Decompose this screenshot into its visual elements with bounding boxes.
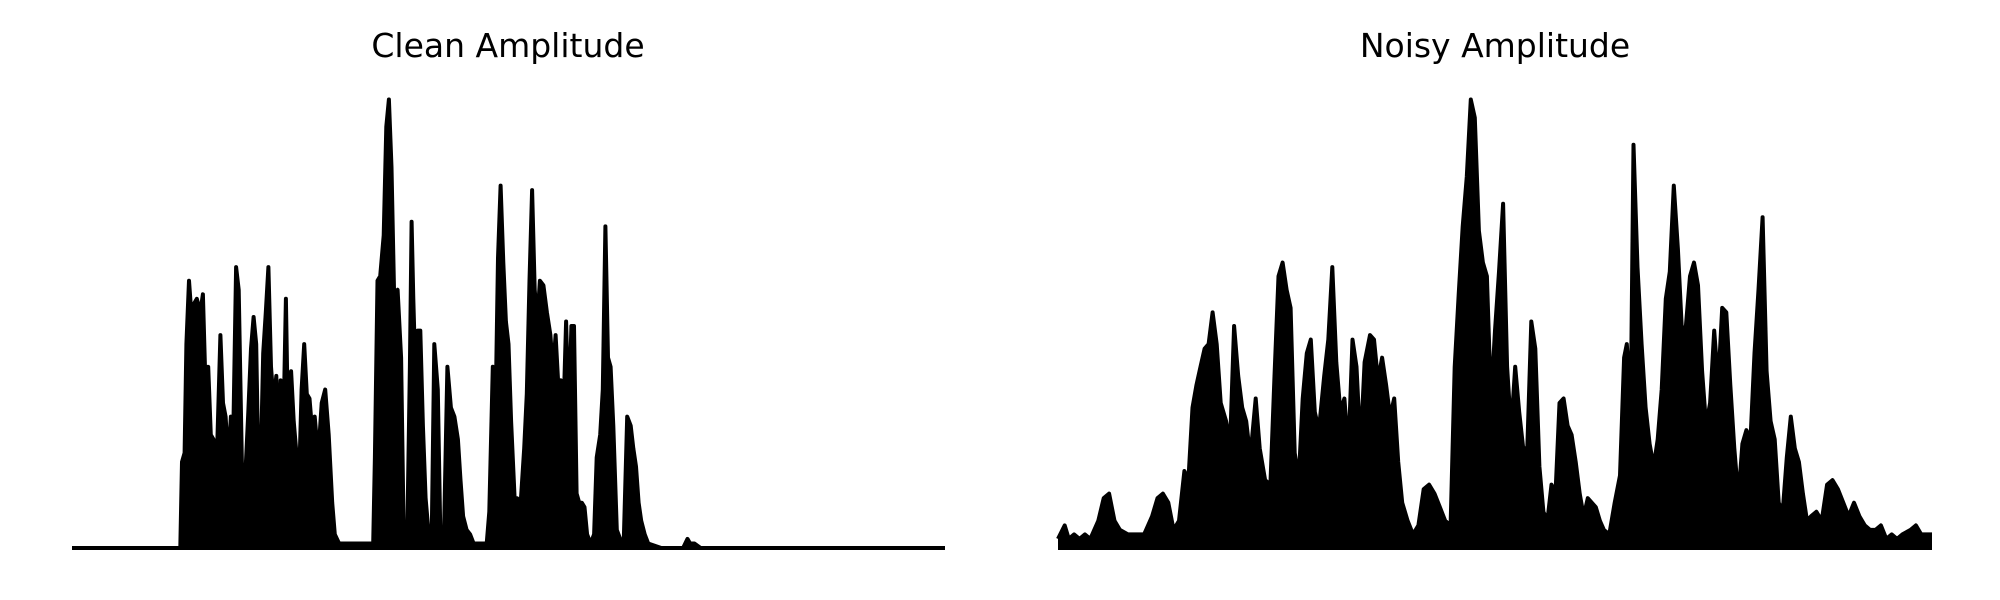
noisy-amplitude-outline bbox=[1056, 97, 1932, 541]
noisy-amplitude-panel: Noisy Amplitude bbox=[1056, 26, 1932, 550]
noisy-amplitude-title: Noisy Amplitude bbox=[1360, 26, 1630, 65]
noisy-amplitude-area bbox=[1058, 99, 1932, 548]
clean-amplitude-outline bbox=[72, 97, 945, 550]
clean-amplitude-panel: Clean Amplitude bbox=[72, 26, 945, 550]
clean-amplitude-title: Clean Amplitude bbox=[371, 26, 644, 65]
